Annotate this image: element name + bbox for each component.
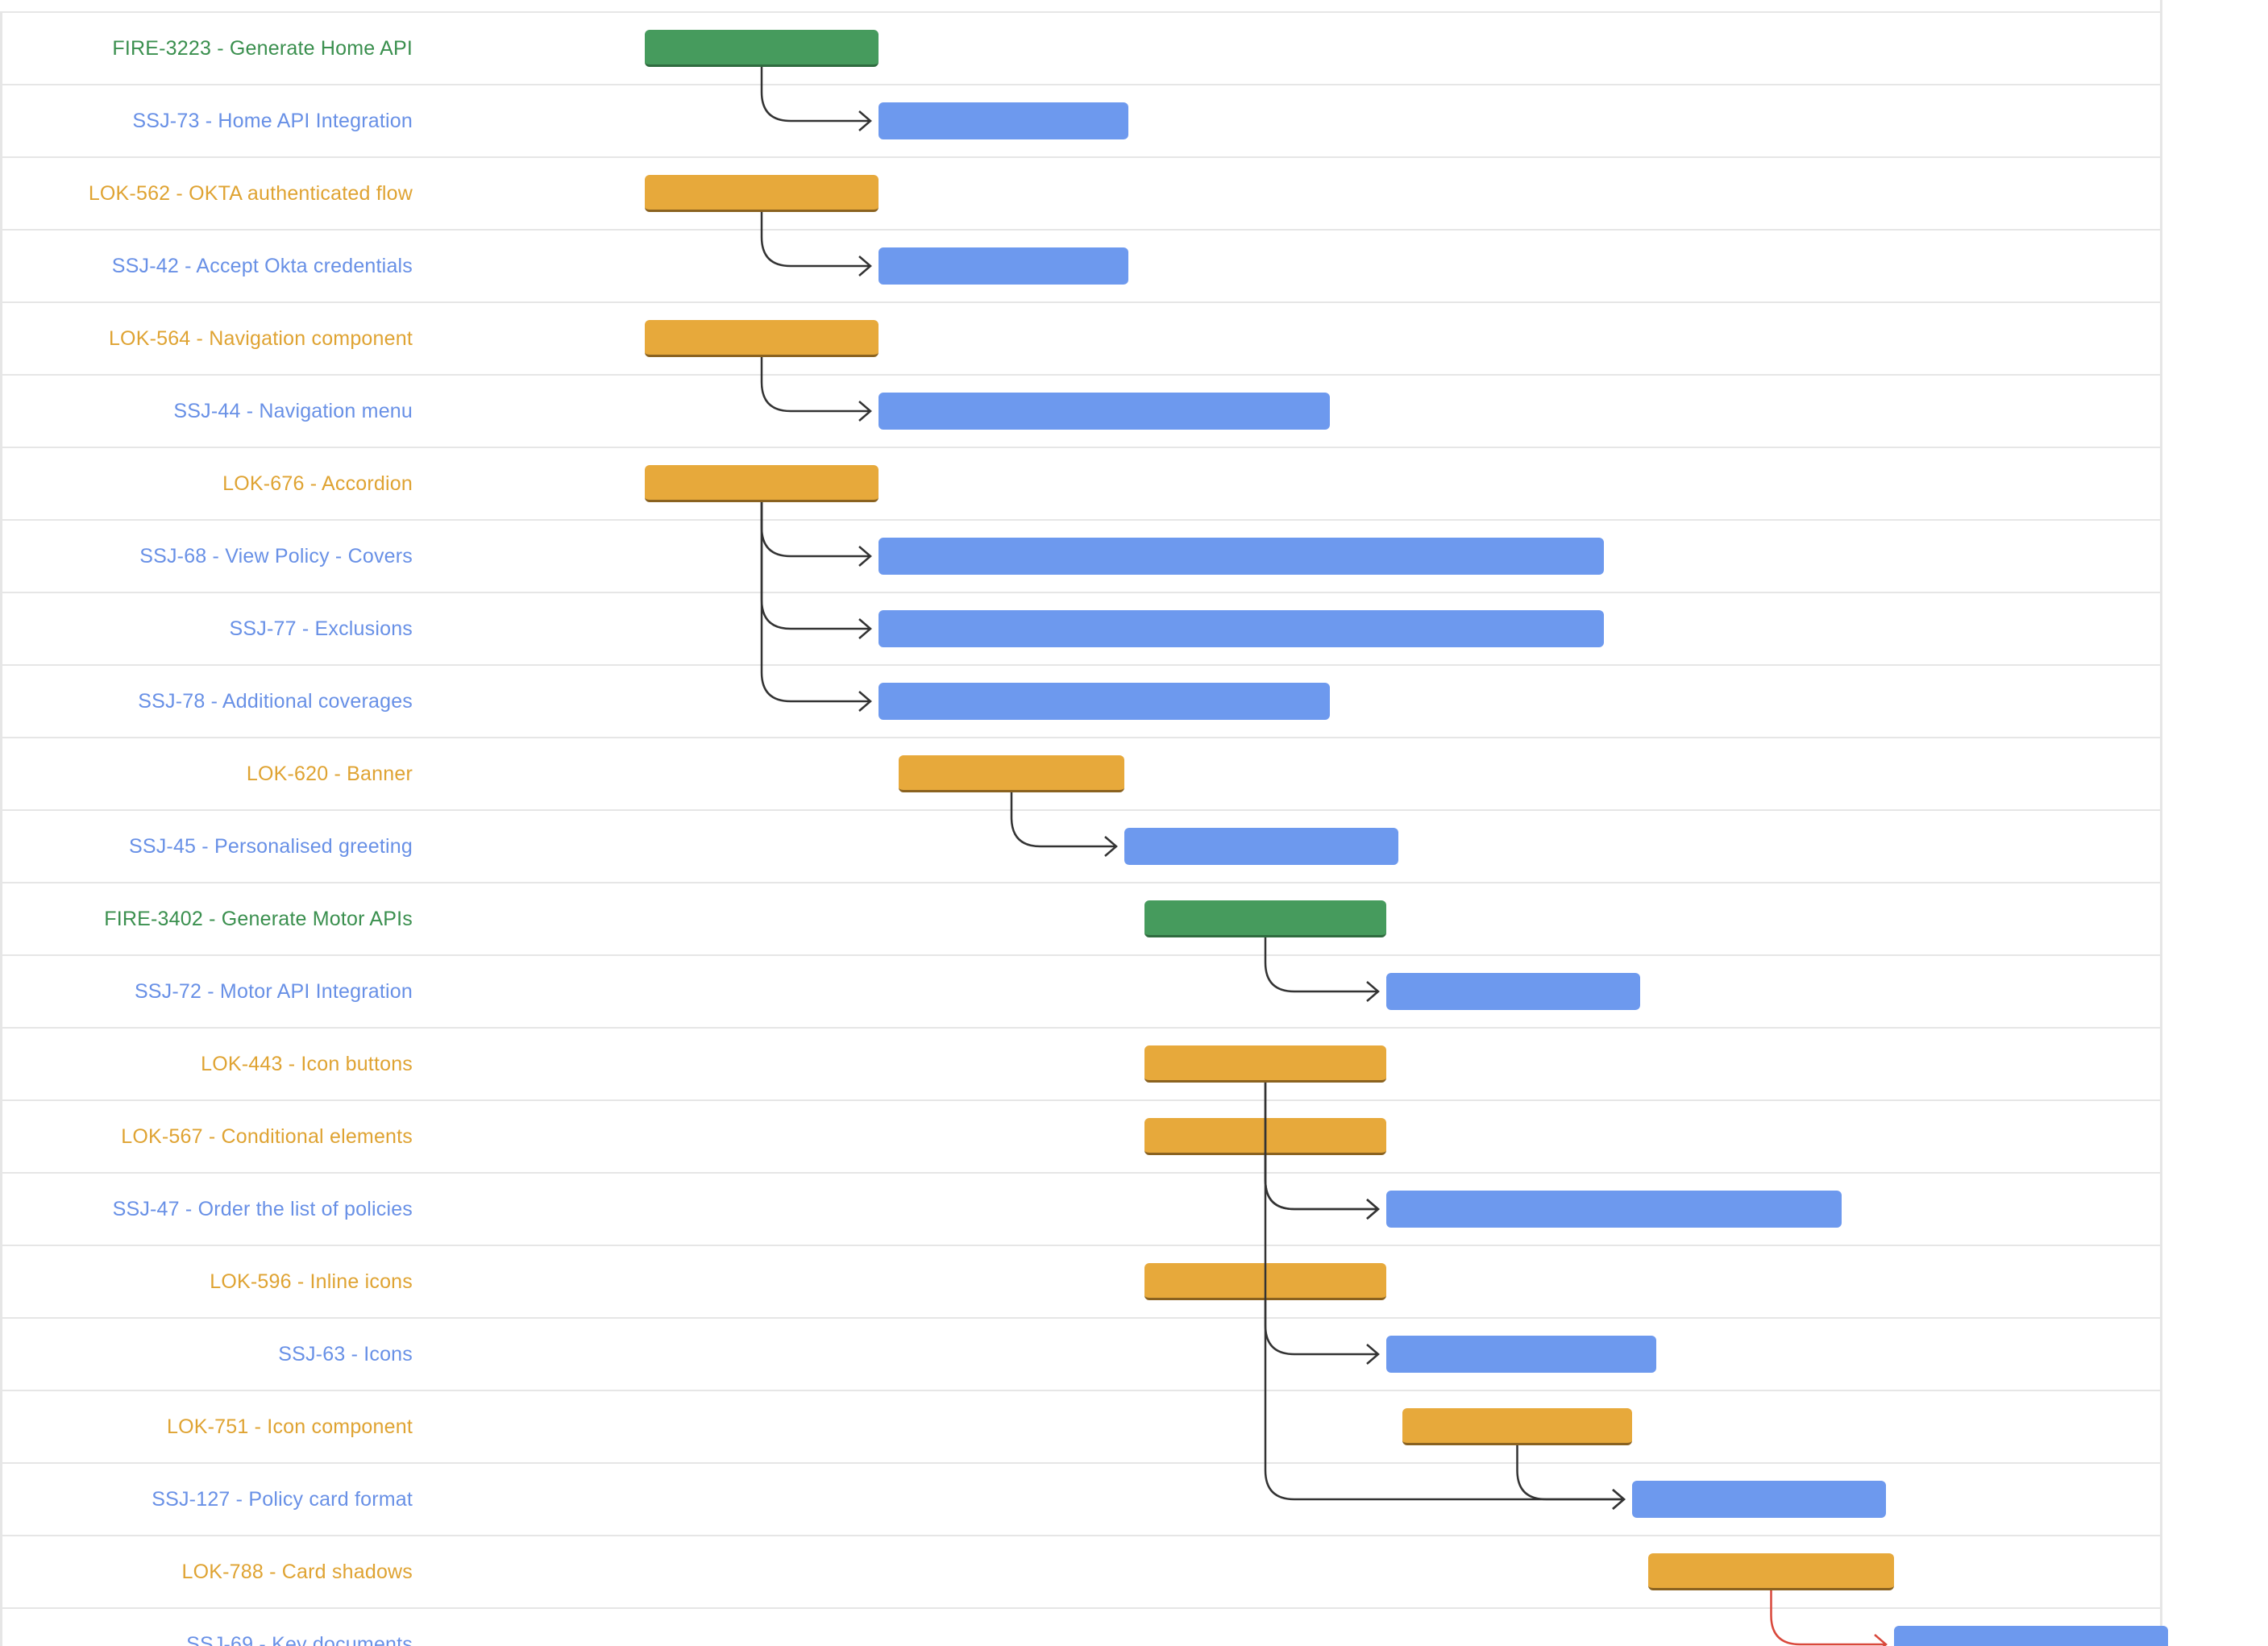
task-label-lok-596[interactable]: LOK-596 - Inline icons <box>210 1270 413 1293</box>
task-label-ssj-78[interactable]: SSJ-78 - Additional coverages <box>138 690 413 713</box>
task-row-lok-567[interactable]: LOK-567 - Conditional elements <box>2 1101 2160 1174</box>
task-row-ssj-45[interactable]: SSJ-45 - Personalised greeting <box>2 811 2160 883</box>
task-row-ssj-68[interactable]: SSJ-68 - View Policy - Covers <box>2 521 2160 593</box>
task-label-ssj-127[interactable]: SSJ-127 - Policy card format <box>152 1488 413 1511</box>
task-row-ssj-77[interactable]: SSJ-77 - Exclusions <box>2 593 2160 666</box>
task-row-ssj-63[interactable]: SSJ-63 - Icons <box>2 1319 2160 1391</box>
task-row-lok-596[interactable]: LOK-596 - Inline icons <box>2 1246 2160 1319</box>
task-row-lok-564[interactable]: LOK-564 - Navigation component <box>2 303 2160 376</box>
task-bar-fire-3402[interactable] <box>1144 900 1386 937</box>
task-label-lok-676[interactable]: LOK-676 - Accordion <box>222 472 413 495</box>
chart-right-border <box>2160 0 2162 1646</box>
task-label-fire-3223[interactable]: FIRE-3223 - Generate Home API <box>112 37 413 60</box>
task-bar-lok-443[interactable] <box>1144 1045 1386 1083</box>
task-label-lok-443[interactable]: LOK-443 - Icon buttons <box>201 1053 413 1075</box>
task-row-lok-620[interactable]: LOK-620 - Banner <box>2 738 2160 811</box>
chart-left-border <box>0 11 2 1646</box>
task-label-lok-562[interactable]: LOK-562 - OKTA authenticated flow <box>88 182 413 205</box>
task-bar-ssj-73[interactable] <box>879 102 1128 139</box>
task-bar-lok-564[interactable] <box>645 320 879 357</box>
task-bar-ssj-78[interactable] <box>879 683 1330 720</box>
task-bar-ssj-63[interactable] <box>1386 1336 1656 1373</box>
task-bar-ssj-72[interactable] <box>1386 973 1640 1010</box>
task-label-ssj-44[interactable]: SSJ-44 - Navigation menu <box>173 400 413 422</box>
task-row-lok-751[interactable]: LOK-751 - Icon component <box>2 1391 2160 1464</box>
task-row-lok-788[interactable]: LOK-788 - Card shadows <box>2 1536 2160 1609</box>
task-bar-ssj-69[interactable] <box>1894 1626 2168 1646</box>
task-bar-ssj-47[interactable] <box>1386 1191 1842 1228</box>
task-row-ssj-44[interactable]: SSJ-44 - Navigation menu <box>2 376 2160 448</box>
task-bar-lok-620[interactable] <box>899 755 1124 792</box>
task-bar-fire-3223[interactable] <box>645 30 879 67</box>
task-row-fire-3402[interactable]: FIRE-3402 - Generate Motor APIs <box>2 883 2160 956</box>
task-row-lok-443[interactable]: LOK-443 - Icon buttons <box>2 1029 2160 1101</box>
task-row-ssj-127[interactable]: SSJ-127 - Policy card format <box>2 1464 2160 1536</box>
task-bar-ssj-44[interactable] <box>879 393 1330 430</box>
task-row-ssj-42[interactable]: SSJ-42 - Accept Okta credentials <box>2 231 2160 303</box>
task-bar-ssj-68[interactable] <box>879 538 1604 575</box>
task-label-ssj-72[interactable]: SSJ-72 - Motor API Integration <box>134 980 413 1003</box>
task-bar-lok-751[interactable] <box>1402 1408 1632 1445</box>
task-bar-lok-567[interactable] <box>1144 1118 1386 1155</box>
task-label-lok-788[interactable]: LOK-788 - Card shadows <box>181 1561 413 1583</box>
task-bar-lok-676[interactable] <box>645 465 879 502</box>
task-bar-lok-562[interactable] <box>645 175 879 212</box>
task-label-ssj-69[interactable]: SSJ-69 - Key documents <box>186 1633 413 1646</box>
task-label-ssj-42[interactable]: SSJ-42 - Accept Okta credentials <box>111 255 413 277</box>
task-row-lok-676[interactable]: LOK-676 - Accordion <box>2 448 2160 521</box>
task-label-fire-3402[interactable]: FIRE-3402 - Generate Motor APIs <box>104 908 413 930</box>
task-row-ssj-69[interactable]: SSJ-69 - Key documents <box>2 1609 2168 1646</box>
task-row-ssj-72[interactable]: SSJ-72 - Motor API Integration <box>2 956 2160 1029</box>
task-label-ssj-47[interactable]: SSJ-47 - Order the list of policies <box>112 1198 413 1220</box>
task-label-lok-751[interactable]: LOK-751 - Icon component <box>167 1415 413 1438</box>
task-row-ssj-73[interactable]: SSJ-73 - Home API Integration <box>2 85 2160 158</box>
task-label-ssj-63[interactable]: SSJ-63 - Icons <box>278 1343 413 1365</box>
task-bar-ssj-77[interactable] <box>879 610 1604 647</box>
task-label-ssj-73[interactable]: SSJ-73 - Home API Integration <box>132 110 413 132</box>
task-bar-lok-788[interactable] <box>1648 1553 1894 1590</box>
task-label-ssj-77[interactable]: SSJ-77 - Exclusions <box>229 617 413 640</box>
chart-top-border <box>0 11 2162 13</box>
task-row-lok-562[interactable]: LOK-562 - OKTA authenticated flow <box>2 158 2160 231</box>
task-label-lok-564[interactable]: LOK-564 - Navigation component <box>108 327 413 350</box>
task-label-lok-620[interactable]: LOK-620 - Banner <box>246 763 413 785</box>
task-row-ssj-78[interactable]: SSJ-78 - Additional coverages <box>2 666 2160 738</box>
task-row-ssj-47[interactable]: SSJ-47 - Order the list of policies <box>2 1174 2160 1246</box>
task-label-lok-567[interactable]: LOK-567 - Conditional elements <box>121 1125 413 1148</box>
task-row-fire-3223[interactable]: FIRE-3223 - Generate Home API <box>2 13 2160 85</box>
task-bar-lok-596[interactable] <box>1144 1263 1386 1300</box>
task-label-ssj-68[interactable]: SSJ-68 - View Policy - Covers <box>139 545 413 567</box>
task-label-ssj-45[interactable]: SSJ-45 - Personalised greeting <box>128 835 413 858</box>
task-bar-ssj-42[interactable] <box>879 247 1128 285</box>
task-bar-ssj-127[interactable] <box>1632 1481 1886 1518</box>
task-bar-ssj-45[interactable] <box>1124 828 1398 865</box>
